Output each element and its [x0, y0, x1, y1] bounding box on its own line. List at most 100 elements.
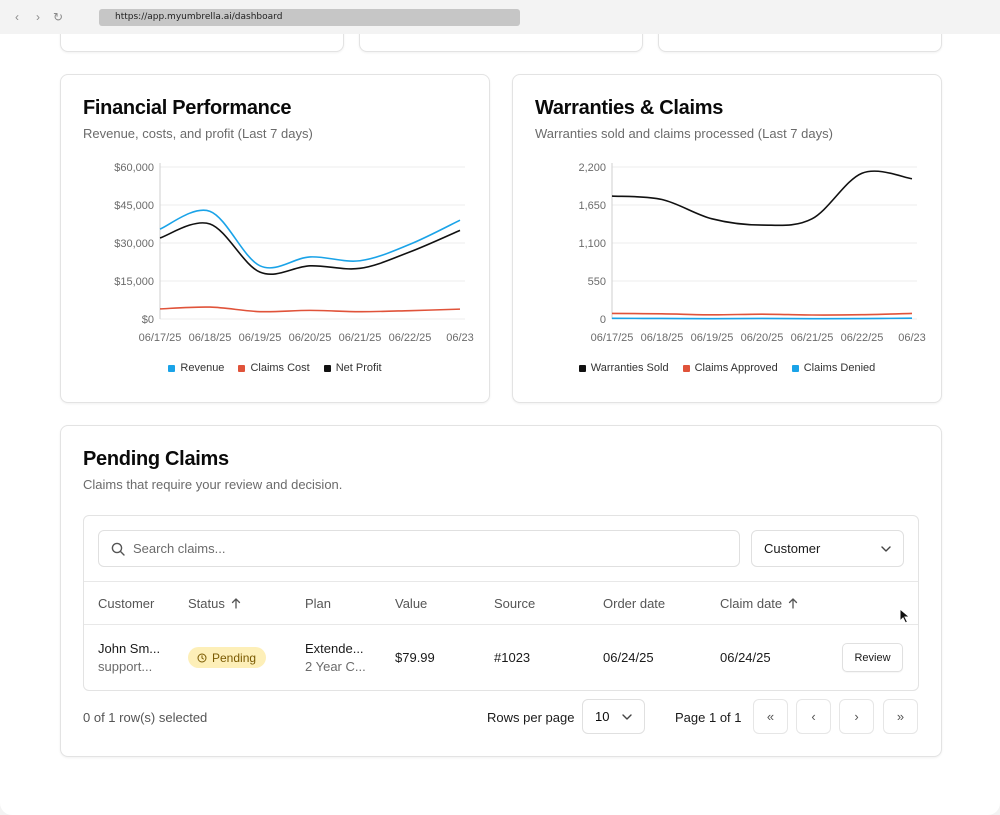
- x-tick-label: 06/21/25: [339, 332, 382, 344]
- status-badge: Pending: [188, 647, 267, 668]
- column-header-source[interactable]: Source: [494, 596, 535, 611]
- pending-claims-card: Pending Claims Claims that require your …: [60, 425, 942, 757]
- claim-date: 06/24/25: [720, 650, 771, 665]
- y-tick-label: 550: [588, 276, 606, 288]
- legend-label: Net Profit: [335, 362, 382, 374]
- column-header-value[interactable]: Value: [395, 596, 427, 611]
- chevrons-left-icon: «: [766, 709, 775, 724]
- column-header-order-date[interactable]: Order date: [603, 596, 665, 611]
- column-header-label: Plan: [305, 596, 332, 611]
- order-date: 06/24/25: [603, 650, 654, 665]
- claims-table: Customer Customer Status Plan Value Sour…: [83, 515, 919, 691]
- y-tick-label: $30,000: [114, 238, 154, 250]
- x-tick-label: 06/17/25: [139, 332, 182, 344]
- series-line-claims-approved[interactable]: [611, 312, 913, 316]
- customer-name: John Sm...: [98, 641, 161, 656]
- legend-item: Revenue: [168, 362, 224, 374]
- legend-item: Warranties Sold: [578, 362, 669, 374]
- plan-term: 2 Year C...: [305, 659, 366, 674]
- table-row[interactable]: John Sm... support... Pending Extende...…: [84, 625, 918, 691]
- filter-select-value: Customer: [764, 541, 821, 556]
- sort-ascending-icon: [231, 598, 241, 609]
- column-header-label: Status: [188, 596, 225, 611]
- chart-legend: Revenue Claims Cost Net Profit: [61, 362, 489, 374]
- stat-card-3: [658, 34, 942, 52]
- previous-page-button[interactable]: ‹: [796, 699, 831, 734]
- column-header-label: Value: [395, 596, 428, 611]
- column-header-plan[interactable]: Plan: [305, 596, 331, 611]
- address-bar[interactable]: https://app.myumbrella.ai/dashboard: [99, 9, 520, 26]
- card-title: Financial Performance: [83, 97, 292, 119]
- reload-icon[interactable]: ↻: [52, 10, 64, 24]
- x-tick-label: 06/20/25: [289, 332, 332, 344]
- claim-source: #1023: [494, 650, 531, 665]
- search-icon: [111, 542, 125, 556]
- series-line-warranties-sold[interactable]: [611, 170, 913, 227]
- customer-email: support...: [98, 659, 153, 674]
- row-selection-count: 0 of 1 row(s) selected: [83, 710, 208, 725]
- search-input[interactable]: [133, 541, 713, 556]
- series-line-revenue[interactable]: [159, 209, 461, 269]
- column-header-status[interactable]: Status: [188, 596, 241, 611]
- table-header-row: Customer Status Plan Value Source Order …: [84, 581, 918, 625]
- stat-card-2: [359, 34, 643, 52]
- column-header-label: Order date: [603, 596, 666, 611]
- x-tick-label: 06/23: [446, 332, 474, 344]
- page-indicator: Page 1 of 1: [675, 710, 742, 725]
- review-button[interactable]: Review: [842, 643, 903, 672]
- column-header-label: Customer: [98, 596, 155, 611]
- back-icon[interactable]: ‹: [15, 10, 19, 24]
- legend-swatch: [323, 364, 331, 372]
- dashboard-page: Financial Performance Revenue, costs, an…: [0, 34, 1000, 815]
- chart-legend: Warranties Sold Claims Approved Claims D…: [513, 362, 941, 374]
- first-page-button[interactable]: «: [753, 699, 788, 734]
- x-tick-label: 06/20/25: [741, 332, 784, 344]
- x-tick-label: 06/18/25: [641, 332, 684, 344]
- card-subtitle: Warranties sold and claims processed (La…: [535, 126, 833, 141]
- legend-label: Warranties Sold: [590, 362, 669, 374]
- legend-item: Claims Approved: [682, 362, 778, 374]
- column-header-customer[interactable]: Customer: [98, 596, 154, 611]
- series-line-claims-cost[interactable]: [159, 306, 461, 313]
- last-page-button[interactable]: »: [883, 699, 918, 734]
- customer-filter-select[interactable]: Customer: [751, 530, 904, 567]
- x-tick-label: 06/22/25: [389, 332, 432, 344]
- legend-label: Claims Approved: [694, 362, 778, 374]
- legend-item: Net Profit: [323, 362, 382, 374]
- x-tick-label: 06/18/25: [189, 332, 232, 344]
- card-subtitle: Claims that require your review and deci…: [83, 477, 343, 492]
- y-tick-label: $0: [142, 314, 154, 326]
- y-tick-label: $45,000: [114, 200, 154, 212]
- card-title: Warranties & Claims: [535, 97, 724, 119]
- chevron-down-icon: [881, 545, 891, 552]
- series-line-net-profit[interactable]: [159, 222, 461, 275]
- clock-icon: [197, 653, 207, 662]
- y-tick-label: $15,000: [114, 276, 154, 288]
- x-tick-label: 06/22/25: [841, 332, 884, 344]
- warranties-claims-card: Warranties & Claims Warranties sold and …: [512, 74, 942, 403]
- plan-name: Extende...: [305, 641, 364, 656]
- forward-icon[interactable]: ›: [36, 10, 40, 24]
- column-header-label: Claim date: [720, 596, 783, 611]
- legend-swatch: [682, 364, 690, 372]
- stat-card-1: [60, 34, 344, 52]
- legend-swatch: [578, 364, 586, 372]
- rows-per-page-select[interactable]: 10: [582, 699, 645, 734]
- y-tick-label: 1,100: [578, 238, 606, 250]
- legend-swatch: [168, 364, 176, 372]
- legend-label: Claims Cost: [250, 362, 310, 374]
- y-tick-label: 1,650: [578, 200, 606, 212]
- rows-per-page-value: 10: [595, 709, 610, 724]
- legend-label: Claims Denied: [803, 362, 876, 374]
- chevron-down-icon: [622, 713, 632, 720]
- rows-per-page-label: Rows per page: [487, 710, 575, 725]
- column-header-label: Source: [494, 596, 536, 611]
- x-tick-label: 06/19/25: [691, 332, 734, 344]
- column-header-claim-date[interactable]: Claim date: [720, 596, 798, 611]
- legend-swatch: [238, 364, 246, 372]
- next-page-button[interactable]: ›: [839, 699, 874, 734]
- search-box[interactable]: [98, 530, 740, 567]
- chevron-left-icon: ‹: [811, 709, 816, 724]
- sort-ascending-icon: [788, 598, 798, 609]
- legend-item: Claims Cost: [238, 362, 310, 374]
